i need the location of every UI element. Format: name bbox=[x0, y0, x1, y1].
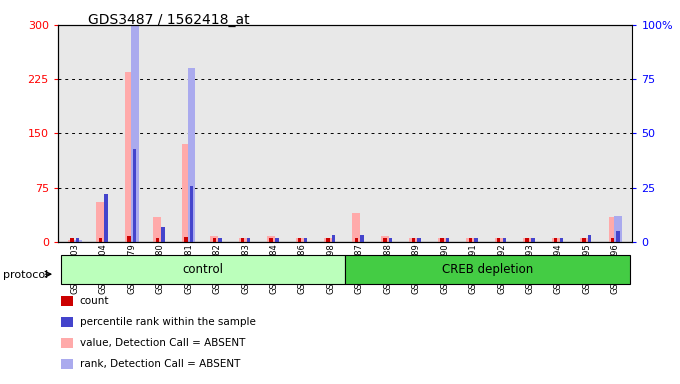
Bar bbox=[611, 238, 614, 242]
Bar bbox=[355, 238, 358, 242]
Bar bbox=[332, 235, 335, 242]
Text: count: count bbox=[80, 296, 109, 306]
Text: protocol: protocol bbox=[3, 270, 49, 280]
Bar bbox=[131, 0, 139, 242]
Bar bbox=[161, 227, 165, 242]
Bar bbox=[503, 238, 506, 242]
Bar bbox=[127, 236, 131, 242]
Text: CREB depletion: CREB depletion bbox=[442, 263, 533, 276]
Bar bbox=[614, 216, 622, 242]
Text: GDS3487 / 1562418_at: GDS3487 / 1562418_at bbox=[88, 13, 250, 27]
Bar bbox=[184, 237, 188, 242]
Bar bbox=[269, 238, 273, 242]
Bar bbox=[554, 238, 558, 242]
Text: rank, Detection Call = ABSENT: rank, Detection Call = ABSENT bbox=[80, 359, 240, 369]
Bar bbox=[247, 238, 250, 242]
Bar bbox=[384, 238, 387, 242]
Bar bbox=[469, 238, 472, 242]
Bar bbox=[446, 238, 449, 242]
Bar bbox=[213, 238, 216, 242]
Bar bbox=[617, 231, 620, 242]
Bar bbox=[125, 72, 133, 242]
Bar bbox=[218, 238, 222, 242]
Text: value, Detection Call = ABSENT: value, Detection Call = ABSENT bbox=[80, 338, 245, 348]
Bar bbox=[241, 238, 244, 242]
Bar bbox=[61, 255, 345, 285]
Bar bbox=[438, 238, 446, 242]
Bar bbox=[239, 238, 247, 242]
Bar bbox=[324, 238, 332, 242]
Bar bbox=[474, 238, 477, 242]
Bar bbox=[99, 238, 102, 242]
Bar bbox=[409, 238, 418, 242]
Bar bbox=[466, 238, 474, 242]
Bar bbox=[588, 235, 592, 242]
Bar bbox=[440, 238, 443, 242]
Bar bbox=[133, 149, 136, 242]
Bar bbox=[523, 238, 531, 242]
Bar bbox=[182, 144, 190, 242]
Text: control: control bbox=[182, 263, 223, 276]
Bar bbox=[580, 238, 588, 242]
Bar bbox=[495, 238, 503, 242]
Bar bbox=[582, 238, 585, 242]
Bar bbox=[389, 238, 392, 242]
Bar bbox=[352, 213, 360, 242]
Bar bbox=[609, 217, 617, 242]
Bar bbox=[76, 238, 80, 242]
Text: percentile rank within the sample: percentile rank within the sample bbox=[80, 317, 256, 327]
Bar bbox=[345, 255, 630, 285]
Bar bbox=[298, 238, 301, 242]
Bar bbox=[156, 238, 159, 242]
Bar bbox=[381, 236, 389, 242]
Bar bbox=[68, 240, 76, 242]
Bar bbox=[497, 238, 500, 242]
Bar bbox=[360, 235, 364, 242]
Bar bbox=[418, 238, 421, 242]
Bar bbox=[326, 238, 330, 242]
Bar bbox=[73, 240, 82, 242]
Bar bbox=[190, 185, 193, 242]
Bar bbox=[551, 238, 560, 242]
Bar bbox=[70, 238, 73, 242]
Bar bbox=[526, 238, 529, 242]
Bar bbox=[105, 194, 108, 242]
Bar bbox=[154, 217, 161, 242]
Bar bbox=[188, 68, 195, 242]
Bar bbox=[275, 238, 279, 242]
Bar bbox=[296, 238, 303, 242]
Bar bbox=[531, 238, 534, 242]
Bar bbox=[267, 236, 275, 242]
Bar bbox=[97, 202, 105, 242]
Bar bbox=[411, 238, 415, 242]
Bar bbox=[303, 238, 307, 242]
Bar bbox=[560, 238, 563, 242]
Bar bbox=[210, 236, 218, 242]
